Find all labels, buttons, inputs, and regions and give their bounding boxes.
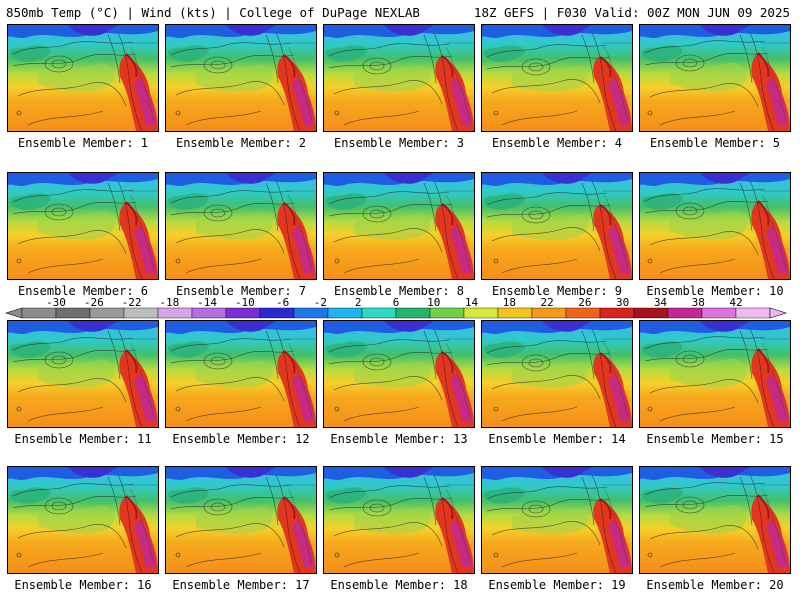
colorbar-swatch — [735, 307, 771, 319]
ensemble-member-label: Ensemble Member: 20 — [646, 578, 784, 592]
ensemble-member-label: Ensemble Member: 13 — [330, 432, 468, 446]
colorbar-swatch — [55, 307, 91, 319]
colorbar-swatch — [701, 307, 737, 319]
ensemble-member-map — [165, 24, 317, 132]
ensemble-member-label: Ensemble Member: 9 — [491, 284, 623, 298]
ensemble-member-label: Ensemble Member: 19 — [488, 578, 626, 592]
colorbar-swatch — [633, 307, 669, 319]
model-run-info: 18Z GEFS | F030 Valid: 00Z MON JUN 09 20… — [473, 5, 790, 20]
ensemble-member-label: Ensemble Member: 15 — [646, 432, 784, 446]
colorbar-tick-label: 22 — [540, 296, 553, 309]
colorbar-swatch — [497, 307, 533, 319]
colorbar-swatch — [463, 307, 499, 319]
ensemble-member-label: Ensemble Member: 12 — [172, 432, 310, 446]
ensemble-member-label: Ensemble Member: 3 — [333, 136, 465, 150]
ensemble-member-map — [481, 320, 633, 428]
colorbar-tick-label: 30 — [616, 296, 629, 309]
colorbar-tick-label: 42 — [729, 296, 742, 309]
ensemble-member-map — [165, 172, 317, 280]
colorbar-tick-label: 26 — [578, 296, 591, 309]
colorbar-swatch — [599, 307, 635, 319]
colorbar-swatch — [565, 307, 601, 319]
ensemble-member-label: Ensemble Member: 2 — [175, 136, 307, 150]
colorbar-swatch — [21, 307, 57, 319]
ensemble-member-map — [639, 320, 791, 428]
colorbar-tick-label: 14 — [465, 296, 479, 309]
ensemble-member-map — [481, 466, 633, 574]
colorbar-tick-label: -18 — [159, 296, 179, 309]
colorbar-swatch — [89, 307, 125, 319]
colorbar-swatch — [293, 307, 329, 319]
colorbar-tick-label: -2 — [314, 296, 327, 309]
ensemble-member-map — [639, 172, 791, 280]
colorbar-min-arrow — [4, 307, 23, 319]
ensemble-member-map — [7, 172, 159, 280]
ensemble-member-label: Ensemble Member: 8 — [333, 284, 465, 298]
ensemble-member-map — [165, 320, 317, 428]
colorbar-tick-label: 38 — [692, 296, 705, 309]
colorbar-tick-label: -14 — [197, 296, 217, 309]
colorbar-tick-label: -22 — [122, 296, 142, 309]
ensemble-member-map — [481, 24, 633, 132]
ensemble-member-map — [639, 24, 791, 132]
ensemble-member-label: Ensemble Member: 11 — [14, 432, 152, 446]
ensemble-member-map — [7, 24, 159, 132]
ensemble-member-map — [7, 320, 159, 428]
colorbar-tick-label: -6 — [276, 296, 289, 309]
colorbar-tick-label: -26 — [84, 296, 104, 309]
ensemble-member-map — [481, 172, 633, 280]
colorbar-tick-label: -10 — [235, 296, 255, 309]
ensemble-member-map — [323, 320, 475, 428]
colorbar-swatch — [395, 307, 431, 319]
ensemble-member-map — [7, 466, 159, 574]
colorbar-swatch — [327, 307, 363, 319]
ensemble-member-map — [165, 466, 317, 574]
ensemble-member-map — [323, 172, 475, 280]
colorbar-max-arrow — [769, 307, 788, 319]
ensemble-member-label: Ensemble Member: 6 — [17, 284, 149, 298]
colorbar-tick-label: 6 — [393, 296, 400, 309]
colorbar-swatch — [123, 307, 159, 319]
map-title: 850mb Temp (°C) | Wind (kts) | College o… — [6, 5, 420, 20]
colorbar-swatch — [429, 307, 465, 319]
colorbar-swatch — [259, 307, 295, 319]
colorbar-swatch — [191, 307, 227, 319]
ensemble-member-label: Ensemble Member: 10 — [646, 284, 784, 298]
ensemble-member-map — [323, 466, 475, 574]
ensemble-member-label: Ensemble Member: 5 — [649, 136, 781, 150]
colorbar-tick-label: -30 — [46, 296, 66, 309]
colorbar-swatch — [225, 307, 261, 319]
ensemble-member-label: Ensemble Member: 18 — [330, 578, 468, 592]
colorbar-tick-label: 18 — [503, 296, 516, 309]
ensemble-member-label: Ensemble Member: 4 — [491, 136, 623, 150]
ensemble-member-label: Ensemble Member: 14 — [488, 432, 626, 446]
colorbar-swatch — [361, 307, 397, 319]
ensemble-member-label: Ensemble Member: 1 — [17, 136, 149, 150]
colorbar-tick-label: 10 — [427, 296, 440, 309]
colorbar-tick-label: 34 — [654, 296, 668, 309]
colorbar-tick-label: 2 — [355, 296, 362, 309]
colorbar-swatch — [667, 307, 703, 319]
ensemble-member-label: Ensemble Member: 16 — [14, 578, 152, 592]
temperature-colorbar: -30 -26 -22 -18 -14 -10 -6 -2 2 6 10 14 18 22 26 30 34 38… — [4, 296, 788, 319]
ensemble-member-label: Ensemble Member: 17 — [172, 578, 310, 592]
ensemble-member-map — [323, 24, 475, 132]
ensemble-member-label: Ensemble Member: 7 — [175, 284, 307, 298]
colorbar-swatch — [531, 307, 567, 319]
ensemble-member-map — [639, 466, 791, 574]
colorbar-swatch — [157, 307, 193, 319]
